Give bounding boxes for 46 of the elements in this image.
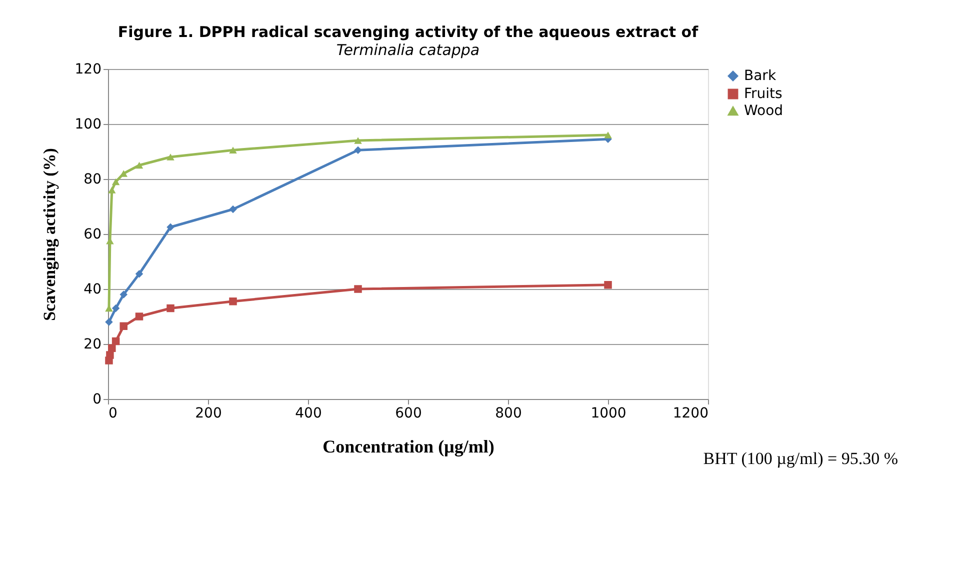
y-tick-label: 40 bbox=[84, 282, 102, 298]
point bbox=[354, 137, 362, 144]
x-tick-label: 0 bbox=[108, 406, 118, 422]
point bbox=[120, 322, 128, 330]
point bbox=[120, 170, 128, 177]
point bbox=[166, 304, 174, 312]
x-axis-title: Concentration (µg/ml) bbox=[322, 436, 494, 456]
legend-label: Wood bbox=[744, 103, 784, 119]
chart-subtitle: Terminalia catappa bbox=[336, 41, 480, 59]
point bbox=[229, 298, 237, 306]
point bbox=[108, 344, 116, 352]
y-tick-label: 60 bbox=[84, 226, 102, 242]
x-tick-label: 600 bbox=[395, 406, 422, 422]
point bbox=[166, 223, 174, 231]
point bbox=[166, 154, 174, 160]
point bbox=[229, 205, 237, 214]
text: BHT (100 µg/ml) = 95.30 % bbox=[703, 449, 898, 468]
legend-label: Bark bbox=[744, 68, 777, 84]
point bbox=[135, 162, 144, 169]
y-tick-label: 100 bbox=[74, 116, 102, 132]
point bbox=[112, 178, 120, 186]
x-tick-label: 200 bbox=[195, 406, 222, 422]
point bbox=[135, 312, 144, 320]
point bbox=[112, 337, 120, 346]
point bbox=[108, 186, 116, 194]
point bbox=[112, 304, 120, 312]
point bbox=[604, 132, 612, 138]
point bbox=[120, 290, 128, 298]
x-tick-label: 1200 bbox=[672, 406, 708, 422]
x-tick-label: 400 bbox=[295, 406, 322, 422]
point bbox=[604, 281, 612, 289]
point bbox=[354, 146, 362, 154]
point bbox=[229, 146, 237, 154]
x-tick-label: 800 bbox=[495, 406, 522, 422]
point bbox=[135, 270, 144, 278]
x-tick-label: 1000 bbox=[590, 406, 626, 422]
legend-label: Fruits bbox=[744, 86, 782, 102]
point bbox=[106, 351, 114, 359]
y-tick-label: 0 bbox=[92, 392, 102, 408]
y-axis-title: Scavenging activity (%) bbox=[40, 148, 59, 321]
point bbox=[354, 285, 362, 293]
y-tick-label: 80 bbox=[84, 172, 102, 188]
chart-title: Figure 1. DPPH radical scavenging activity of the aqueous extract of bbox=[118, 23, 699, 41]
y-tick-label: 120 bbox=[74, 62, 102, 78]
point bbox=[105, 318, 113, 326]
y-tick-label: 20 bbox=[84, 336, 102, 352]
